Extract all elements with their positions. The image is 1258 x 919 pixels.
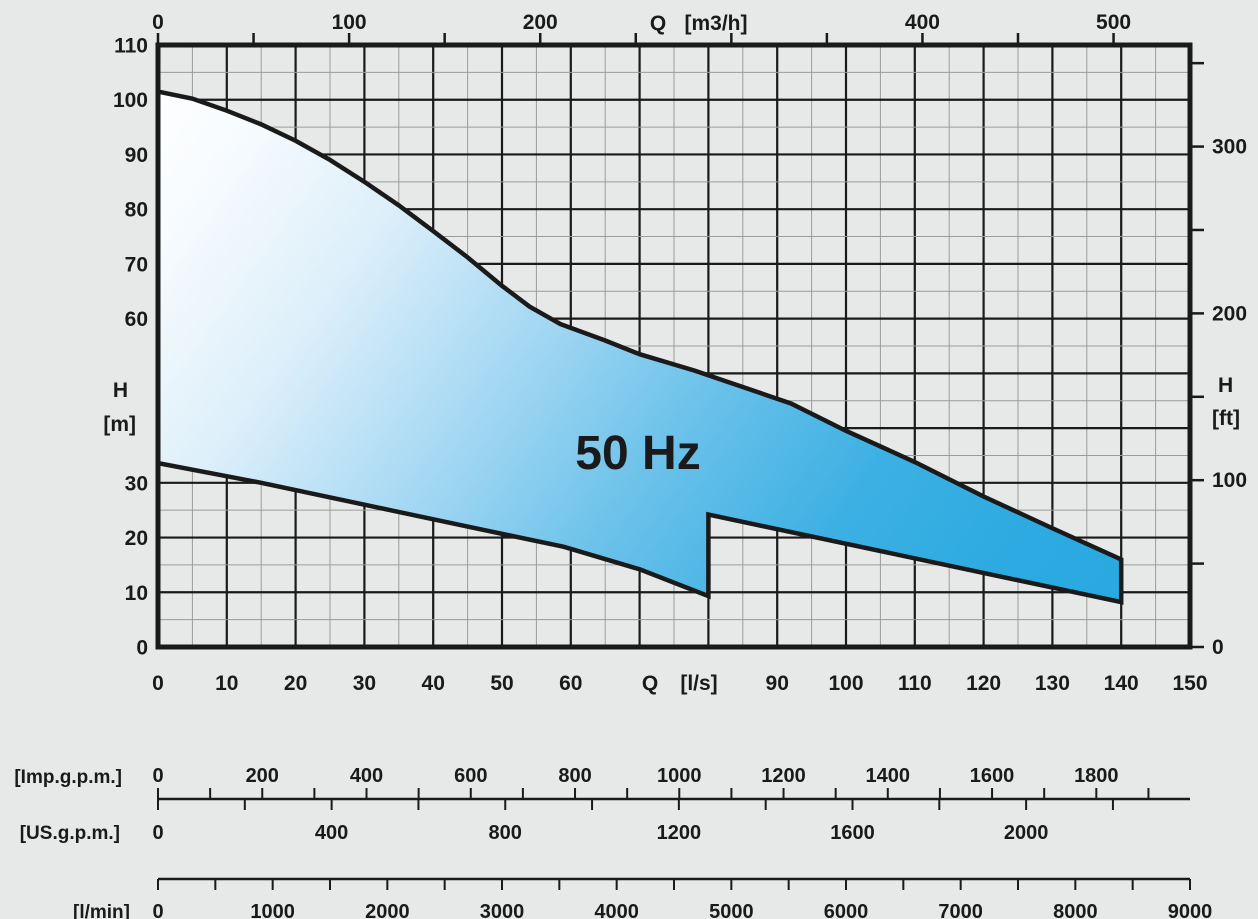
lmin-scale-label: [l/min] [73,902,130,919]
top-axis-m3h: 0 100 200 400 500 [152,11,1131,45]
l_min-scale-tick-label: 5000 [709,901,754,919]
imp-gpm-scale-label: [Imp.g.p.m.] [14,767,122,788]
l_min-scale-tick-label: 2000 [365,901,410,919]
left-axis-quantity-label: H [113,379,128,402]
us_gpm-scale-tick-label: 400 [315,822,348,844]
bottom-axis-tick-label: 40 [422,672,445,695]
left-axis-tick-label: 10 [125,582,148,605]
top-axis-tick-label: 400 [905,11,940,34]
bottom-axis-tick-label: 130 [1035,672,1070,695]
imp_gpm-scale-tick-label: 1000 [657,765,702,787]
bottom-axis-unit-label: [l/s] [680,672,717,695]
top-axis-tick-label: 200 [523,11,558,34]
right-axis-tick-label: 200 [1212,302,1247,325]
plot-border [155,42,1193,650]
us_gpm-scale-tick-label: 1200 [657,822,702,844]
left-axis-tick-label: 60 [125,308,148,331]
l_min-scale-tick-label: 3000 [480,901,525,919]
left-axis-unit-label: [m] [103,413,136,436]
bottom-axis-tick-label: 120 [966,672,1001,695]
left-axis-tick-label: 30 [125,472,148,495]
l_min-scale-tick-label: 7000 [938,901,983,919]
us_gpm-scale-tick-label: 800 [489,822,522,844]
imp_gpm-scale-tick-label: 200 [246,765,279,787]
imp_gpm-scale-tick-label: 1200 [761,765,806,787]
us_gpm-scale-tick-label: 1600 [830,822,875,844]
l_min-scale-tick-label: 1000 [250,901,295,919]
bottom-axis-tick-label: 20 [284,672,307,695]
imp_gpm-scale-tick-label: 0 [152,765,163,787]
bottom-axis-tick-label: 10 [215,672,238,695]
imp_gpm-scale-tick-label: 1600 [970,765,1015,787]
bottom-axis-tick-label: 150 [1172,672,1207,695]
top-axis-unit-label: [m3/h] [685,12,748,35]
left-axis-tick-label: 80 [125,199,148,222]
left-axis-tick-label: 100 [113,89,148,112]
top-axis-tick-label: 0 [152,11,164,34]
bottom-axis-tick-label: 100 [828,672,863,695]
bottom-axis-tick-label: 60 [559,672,582,695]
imp_gpm-scale-tick-label: 1400 [866,765,911,787]
us_gpm-scale-tick-label: 0 [152,822,163,844]
imp_gpm-scale-tick-label: 400 [350,765,383,787]
right-axis-tick-label: 300 [1212,136,1247,159]
left-axis-tick-label: 0 [136,637,148,660]
right-axis-quantity-label: H [1218,374,1233,397]
right-axis-unit-label: [ft] [1212,407,1240,430]
l_min-scale-tick-label: 8000 [1053,901,1098,919]
top-axis-tick-label: 500 [1096,11,1131,34]
l_min-scale-tick-label: 6000 [824,901,869,919]
bottom-axis-quantity-label: Q [642,672,658,695]
imp_gpm-scale-tick-label: 600 [454,765,487,787]
us_gpm-scale-tick-label: 2000 [1004,822,1049,844]
right-axis-tick-label: 0 [1212,636,1224,659]
left-axis-tick-label: 70 [125,253,148,276]
bottom-axis-tick-label: 50 [490,672,513,695]
bottom-axis-tick-label: 90 [766,672,789,695]
right-axis-ft: 300 200 100 0 [1190,61,1247,659]
left-axis-tick-label: 110 [114,35,148,58]
l_min-scale-tick-label: 9000 [1168,901,1213,919]
top-axis-quantity-label: Q [650,12,666,35]
conversion-scales: 0 200 400 600 800 1000 1200 1400 1600 1800 0 400 800… [152,765,1212,919]
l_min-scale-tick-label: 0 [152,901,163,919]
top-axis-tick-label: 100 [332,11,367,34]
imp_gpm-scale-tick-label: 1800 [1074,765,1119,787]
frequency-label: 50 Hz [575,427,700,480]
performance-envelope-50hz [155,88,1124,605]
bottom-axis-tick-label: 110 [898,672,932,695]
imp_gpm-scale-tick-label: 800 [558,765,591,787]
bottom-axis-ls: 0 10 20 30 40 50 60 90 100 110 120 130 140 150 [152,672,1207,695]
bottom-axis-tick-label: 0 [152,672,164,695]
left-axis-tick-label: 90 [125,144,148,167]
l_min-scale-tick-label: 4000 [594,901,639,919]
bottom-axis-tick-label: 140 [1104,672,1139,695]
bottom-axis-tick-label: 30 [353,672,376,695]
us-gpm-scale-label: [US.g.p.m.] [20,823,120,844]
left-axis-tick-label: 20 [125,527,148,550]
right-axis-tick-label: 100 [1212,469,1247,492]
